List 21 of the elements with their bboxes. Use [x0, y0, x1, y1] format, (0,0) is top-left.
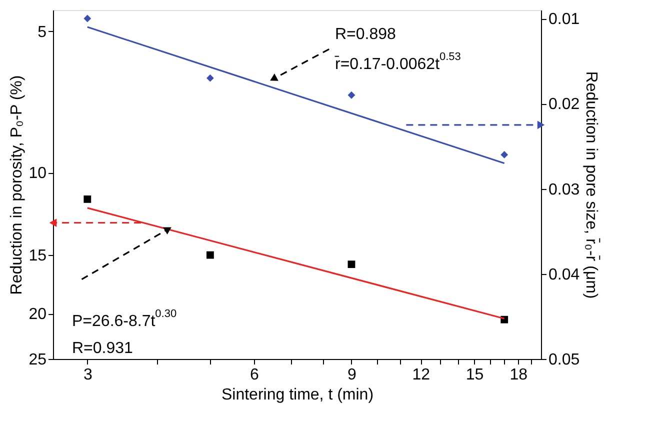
y-tick-label: 10 — [28, 165, 47, 182]
y2-axis-title: Reduction in pore size, r̄₀-r̄ (μm) — [582, 71, 600, 299]
x-tick-label: 18 — [510, 366, 528, 384]
annotation: R=0.931 — [72, 340, 134, 357]
y2-tick-label: 0.04 — [548, 266, 580, 284]
y-tick-label: 5 — [38, 24, 47, 41]
y2-tick-label: 0.05 — [548, 352, 580, 368]
annotation: R=0.898 — [335, 26, 396, 43]
y2-tick-label: 0.01 — [548, 11, 580, 28]
y-tick-label: 20 — [28, 306, 47, 324]
y-tick-label: 25 — [28, 352, 47, 368]
x-tick-label: 12 — [412, 366, 430, 384]
x-axis-title: Sintering time, t (min) — [221, 386, 374, 404]
y2-tick-label: 0.02 — [548, 96, 580, 114]
y-tick-label: 15 — [28, 248, 47, 265]
x-tick-label: 15 — [466, 366, 484, 384]
y-axis-title: Reduction in porosity, P₀-P (%) — [8, 75, 26, 295]
x-tick-label: 6 — [250, 366, 260, 384]
x-tick-label: 9 — [348, 366, 357, 384]
y2-tick-label: 0.03 — [548, 181, 580, 198]
x-tick-label: 3 — [83, 366, 92, 384]
